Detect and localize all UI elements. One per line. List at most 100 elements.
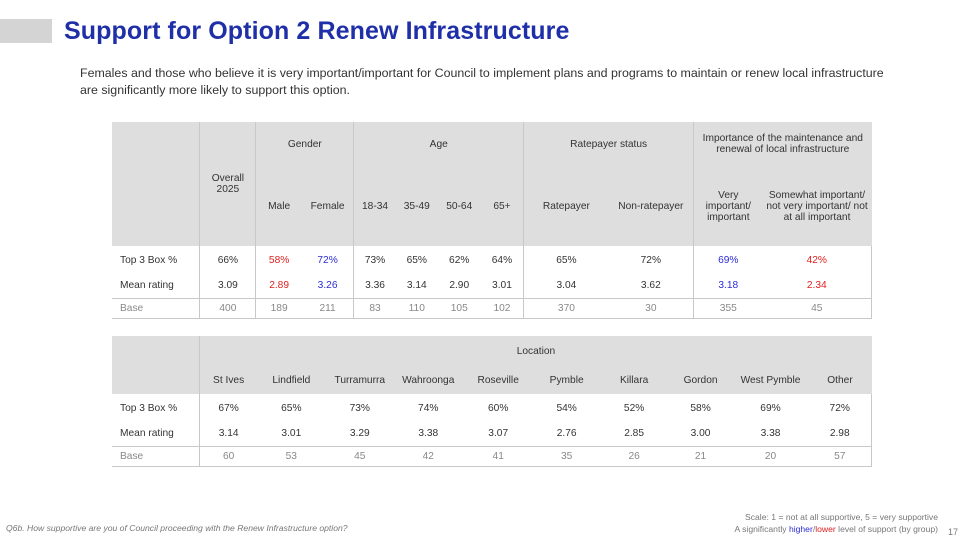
table-row: Mean rating 3.14 3.01 3.29 3.38 3.07 2.7… <box>112 422 873 446</box>
column-header: Female <box>301 166 354 246</box>
cell: 189 <box>255 297 302 319</box>
cell: 3.09 <box>199 274 256 298</box>
cell: 66% <box>199 246 256 274</box>
cell: 3.38 <box>760 428 781 440</box>
cell: 83 <box>353 297 396 319</box>
cell: 73% <box>349 402 370 414</box>
age-header: Age <box>353 122 524 166</box>
gender-header: Gender <box>255 122 354 166</box>
column-header: Pymble <box>533 366 600 394</box>
legend-higher: higher <box>788 524 813 534</box>
column-header: Very important/ important <box>693 166 763 246</box>
importance-header: Importance of the maintenance and renewa… <box>693 122 872 166</box>
cell: 69% <box>693 246 763 274</box>
row-label: Base <box>112 297 200 319</box>
row-label: Base <box>112 445 200 467</box>
table1-corner <box>112 122 200 246</box>
cell: 60 <box>199 445 257 467</box>
title-accent-bar <box>0 19 52 43</box>
cell: 69% <box>760 402 781 414</box>
cell: 42 <box>393 445 463 467</box>
cell: 60% <box>488 402 509 414</box>
column-header: Ratepayer <box>523 166 609 246</box>
column-header: Other <box>808 366 872 394</box>
scale-footnote: Scale: 1 = not at all supportive, 5 = ve… <box>734 511 938 535</box>
cell: 3.01 <box>492 280 512 292</box>
cell: 2.90 <box>449 280 470 292</box>
cell: 3.38 <box>418 428 439 440</box>
column-header: Somewhat important/ not very important/ … <box>762 166 872 246</box>
column-header: Wahroonga <box>393 366 463 394</box>
cell: 72% <box>808 394 873 422</box>
column-header: Non-ratepayer <box>608 166 694 246</box>
cell: 3.04 <box>523 274 609 298</box>
cell: 72% <box>317 254 338 266</box>
cell: 2.98 <box>808 422 873 446</box>
demographics-table: Overall 2025 Gender Age Ratepayer status… <box>112 122 872 319</box>
location-table: Location St Ives Lindfield Turramurra Wa… <box>112 336 873 467</box>
column-header: West Pymble <box>732 366 809 394</box>
cell: 370 <box>523 297 609 319</box>
cell: 65% <box>523 246 609 274</box>
cell: 2.89 <box>255 274 302 298</box>
cell: 355 <box>693 297 763 319</box>
cell: 73% <box>353 246 396 274</box>
legend-prefix: A significantly <box>734 524 789 534</box>
cell: 45 <box>325 445 394 467</box>
cell: 26 <box>599 445 669 467</box>
table-row: Base 400 189 211 83 110 105 102 370 30 3… <box>112 297 872 319</box>
cell: 54% <box>556 402 577 414</box>
scale-note: Scale: 1 = not at all supportive, 5 = ve… <box>745 512 938 522</box>
cell: 65% <box>281 402 302 414</box>
location-header: Location <box>199 336 872 366</box>
cell: 3.07 <box>488 428 509 440</box>
column-header: 50-64 <box>437 166 481 246</box>
cell: 58% <box>690 402 711 414</box>
cell: 3.14 <box>199 422 257 446</box>
question-footnote: Q6b. How supportive are you of Council p… <box>6 523 348 533</box>
table-row: Top 3 Box % 66% 58% 72% 73% 65% 62% 64% … <box>112 246 872 274</box>
column-header: Gordon <box>668 366 733 394</box>
table-row: Top 3 Box % 67% 65% 73% 74% 60% 54% 52% … <box>112 394 873 422</box>
legend-lower: lower <box>815 524 836 534</box>
cell: 2.34 <box>762 274 872 298</box>
cell: 102 <box>480 297 524 319</box>
cell: 30 <box>608 297 694 319</box>
cell: 41 <box>462 445 534 467</box>
cell: 64% <box>491 254 513 266</box>
cell: 20 <box>732 445 809 467</box>
table-row: Mean rating 3.09 2.89 3.26 3.36 3.14 2.9… <box>112 274 872 298</box>
row-label: Mean rating <box>120 280 174 292</box>
cell: 400 <box>199 297 256 319</box>
page-subtitle: Females and those who believe it is very… <box>80 66 884 97</box>
table-row: Base 60 53 45 42 41 35 26 21 20 57 <box>112 445 873 467</box>
legend-separator: / <box>812 524 816 534</box>
column-header: 65+ <box>480 166 524 246</box>
cell: 3.62 <box>640 280 661 292</box>
cell: 3.14 <box>406 280 427 292</box>
column-header: Killara <box>599 366 669 394</box>
significance-legend: A significantly higher/lower level of su… <box>734 523 938 535</box>
overall-header: Overall 2025 <box>199 122 256 246</box>
cell: 2.76 <box>556 428 577 440</box>
table2-corner <box>112 336 200 394</box>
row-label: Top 3 Box % <box>120 402 178 414</box>
column-header: Lindfield <box>256 366 326 394</box>
cell: 62% <box>449 254 470 266</box>
cell: 3.26 <box>317 280 338 292</box>
row-label: Mean rating <box>120 428 174 440</box>
cell: 35 <box>533 445 600 467</box>
cell: 65% <box>406 254 427 266</box>
cell: 3.29 <box>349 428 370 440</box>
column-header: Turramurra <box>325 366 394 394</box>
cell: 3.01 <box>281 428 302 440</box>
cell: 67% <box>199 394 257 422</box>
legend-suffix: level of support (by group) <box>835 524 938 534</box>
column-header: 18-34 <box>353 166 396 246</box>
ratepayer-header: Ratepayer status <box>523 122 694 166</box>
cell: 52% <box>623 402 645 414</box>
cell: 53 <box>256 445 326 467</box>
row-label: Top 3 Box % <box>120 254 178 266</box>
cell: 2.85 <box>624 428 645 440</box>
cell: 110 <box>395 297 438 319</box>
